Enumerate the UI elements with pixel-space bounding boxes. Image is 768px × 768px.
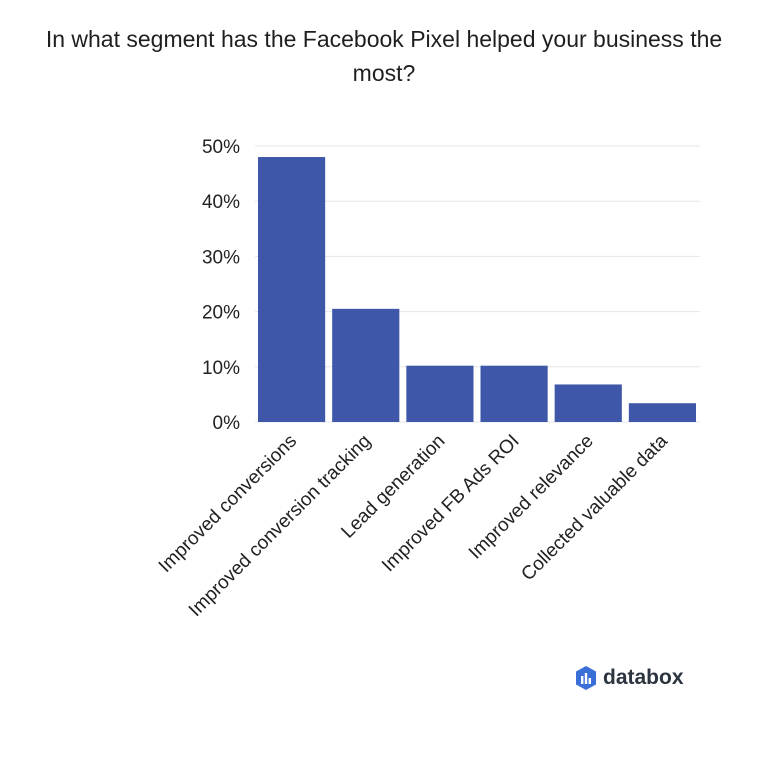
x-tick-label: Improved relevance bbox=[465, 431, 598, 564]
bar bbox=[406, 365, 474, 422]
databox-brand: databox bbox=[575, 664, 684, 692]
x-tick-label: Improved FB Ads ROI bbox=[378, 431, 524, 577]
bar bbox=[332, 308, 400, 422]
bar bbox=[480, 365, 548, 422]
x-tick-label: Improved conversions bbox=[155, 431, 301, 577]
databox-logo-icon bbox=[576, 666, 596, 690]
x-tick-label: Collected valuable data bbox=[517, 430, 672, 585]
y-tick-label: 30% bbox=[202, 247, 240, 268]
y-tick-label: 50% bbox=[202, 137, 240, 158]
bar bbox=[258, 157, 326, 423]
chart-title: In what segment has the Facebook Pixel h… bbox=[45, 26, 723, 86]
y-tick-label: 0% bbox=[213, 413, 241, 434]
y-tick-label: 40% bbox=[202, 192, 240, 213]
y-tick-label: 10% bbox=[202, 358, 240, 379]
databox-wordmark: databox bbox=[603, 666, 684, 689]
y-tick-label: 20% bbox=[202, 303, 240, 324]
bar bbox=[628, 403, 696, 422]
bar bbox=[554, 384, 622, 422]
